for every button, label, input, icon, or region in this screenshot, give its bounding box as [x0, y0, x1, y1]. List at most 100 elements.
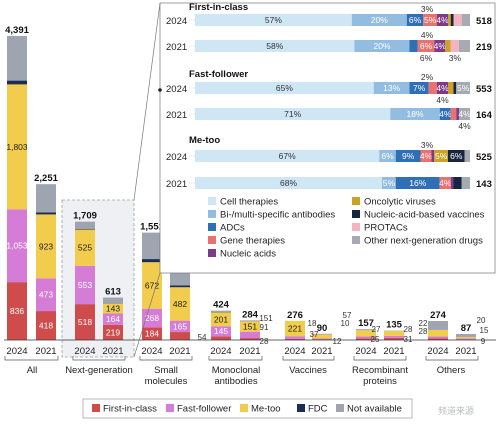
inset-section-title-fast-follower: Fast-follower: [189, 69, 248, 80]
inset-total-fast-follower-2024: 553: [476, 84, 492, 95]
inset-bar-me-too-2024-oncolytic-viruses: [434, 150, 448, 162]
connector-dot: [158, 88, 162, 92]
highlight-box-next-generation: [61, 199, 135, 358]
bar-label-small-molecules-2021-fast-follower: 165: [173, 321, 187, 331]
inset-legend-swatch-gene-therapies: [208, 236, 216, 244]
inset-below-label: 4%: [436, 95, 449, 105]
inset-section-title-me-too: Me-too: [189, 135, 220, 146]
legend-swatch-fast-follower: [166, 404, 174, 412]
group-bracket-vaccines: [282, 356, 335, 361]
inset-legend-label-other-next-generation-drugs: Other next-generation drugs: [364, 236, 483, 247]
inset-legend-swatch-other-next-generation-drugs: [352, 236, 360, 244]
year-label-monoclonal-antibodies-2021: 2021: [239, 346, 260, 357]
connector-line-bottom: [133, 272, 161, 358]
total-monoclonal-antibodies-2024: 424: [213, 300, 230, 311]
year-label-recombinant-proteins-2024: 2024: [355, 346, 376, 357]
watermark: 频道来源: [438, 406, 475, 416]
inset-bar-label-first-in-class-2024-adcs: 6%: [409, 15, 422, 25]
outside-bar-label: 28: [404, 325, 413, 334]
bar-others-2024-not-available: [428, 321, 448, 330]
inset-legend-label-nucleic-acids: Nucleic acids: [220, 249, 276, 260]
bar-monoclonal-antibodies-2024-fast-follower: [211, 326, 231, 337]
inset-section-title-first-in-class: First-in-class: [189, 2, 248, 13]
year-label-monoclonal-antibodies-2024: 2024: [210, 346, 231, 357]
group-label-small-molecules: molecules: [145, 376, 188, 387]
total-recombinant-proteins-2024: 157: [358, 318, 374, 329]
legend-label-first-in-class: First-in-class: [103, 404, 157, 415]
inset-bar-me-too-2024-bi-multi-specific-antibodies: [379, 150, 396, 162]
inset-bar-me-too-2021-bi-multi-specific-antibodies: [382, 177, 396, 189]
bar-recombinant-proteins-2021-fast-follower: [384, 335, 404, 338]
bar-monoclonal-antibodies-2021-fast-follower: [240, 331, 260, 339]
connector-line-top: [133, 2, 161, 201]
inset-bar-fast-follower-2024-nucleic-acid-based-vaccines: [453, 82, 457, 94]
year-label-all-2021: 2021: [35, 346, 56, 357]
inset-above-label: 3%: [421, 140, 434, 150]
inset-bar-label-first-in-class-2024-bi-multi-specific-antibodies: 20%: [371, 15, 388, 25]
bar-label-all-2024-me-too: 1,803: [6, 142, 28, 152]
bar-all-2021-me-too: [36, 214, 56, 279]
inset-legend-swatch-adcs: [208, 223, 216, 231]
inset-bar-fast-follower-2024-adcs: [409, 82, 429, 94]
year-label-others-2021: 2021: [455, 346, 476, 357]
year-label-vaccines-2021: 2021: [311, 346, 332, 357]
inset-bar-label-fast-follower-2021-adcs: 4%: [439, 109, 452, 119]
year-label-recombinant-proteins-2021: 2021: [383, 346, 404, 357]
bar-monoclonal-antibodies-2021-me-too: [240, 321, 260, 332]
bar-recombinant-proteins-2024-first-in-class: [356, 338, 376, 340]
group-bracket-recombinant-proteins: [353, 356, 407, 361]
bar-label-all-2024-fast-follower: 1,053: [6, 241, 28, 251]
bar-small-molecules-2024-me-too: [142, 262, 162, 309]
bar-label-monoclonal-antibodies-2021-me-too: 151: [243, 322, 257, 332]
group-label-monoclonal-antibodies: Monoclonal: [212, 365, 261, 376]
inset-bar-first-in-class-2024-cell-therapies: [195, 14, 352, 26]
group-label-small-molecules: Small: [154, 365, 178, 376]
inset-bar-label-me-too-2024-cell-therapies: 67%: [279, 151, 296, 161]
bar-small-molecules-2021-fast-follower: [170, 320, 190, 333]
inset-bar-label-me-too-2024-oncolytic-viruses: 5%: [435, 151, 448, 161]
bar-monoclonal-antibodies-2021-not-available: [240, 320, 260, 322]
bar-monoclonal-antibodies-2024-first-in-class: [211, 336, 231, 340]
inset-bar-fast-follower-2024-cell-therapies: [195, 82, 374, 94]
bar-next-generation-2021-first-in-class: [103, 324, 123, 340]
bar-all-2024-fast-follower: [7, 209, 27, 283]
inset-year-fast-follower-2024: 2024: [166, 84, 187, 95]
group-label-recombinant-proteins: proteins: [363, 376, 397, 387]
inset-bar-label-first-in-class-2021-bi-multi-specific-antibodies: 20%: [373, 41, 390, 51]
inset-year-me-too-2024: 2024: [166, 152, 187, 163]
bar-small-molecules-2021-first-in-class: [170, 332, 190, 340]
bar-recombinant-proteins-2024-fast-follower: [356, 336, 376, 339]
total-next-generation-2021: 613: [105, 287, 121, 298]
inset-bar-label-fast-follower-2021-bi-multi-specific-antibodies: 18%: [406, 109, 423, 119]
inset-above-label: 3%: [421, 4, 434, 14]
inset-bar-fast-follower-2021-gene-therapies: [450, 108, 457, 120]
inset-bar-label-me-too-2021-cell-therapies: 68%: [280, 178, 297, 188]
inset-bar-fast-follower-2021-bi-multi-specific-antibodies: [390, 108, 440, 120]
group-bracket-all: [4, 356, 59, 361]
bar-label-small-molecules-2024-me-too: 672: [145, 280, 159, 290]
bar-recombinant-proteins-2024-not-available: [356, 329, 376, 331]
legend-label-fast-follower: Fast-follower: [177, 404, 231, 415]
bar-recombinant-proteins-2021-me-too: [384, 331, 404, 336]
bar-all-2024-fdc: [7, 80, 27, 85]
inset-legend-swatch-protacs: [352, 223, 360, 231]
year-label-next-generation-2021: 2021: [102, 346, 123, 357]
total-others-2024: 274: [430, 310, 447, 321]
inset-bar-me-too-2024-gene-therapies: [420, 150, 432, 162]
inset-bar-me-too-2021-gene-therapies: [439, 177, 451, 189]
bar-all-2024-me-too: [7, 84, 27, 210]
inset-legend-swatch-oncolytic-viruses: [352, 197, 360, 205]
bar-next-generation-2021-not-available: [103, 297, 123, 304]
inset-bar-label-first-in-class-2021-nucleic-acids: 4%: [434, 41, 447, 51]
bar-all-2021-not-available: [36, 184, 56, 213]
group-bracket-monoclonal-antibodies: [208, 356, 263, 361]
total-next-generation-2024: 1,709: [73, 211, 97, 222]
inset-bar-label-fast-follower-2024-bi-multi-specific-antibodies: 13%: [383, 83, 400, 93]
inset-above-label: 2%: [421, 72, 434, 82]
bar-label-monoclonal-antibodies-2024-me-too: 201: [214, 314, 228, 324]
inset-legend-label-bi-multi-specific-antibodies: Bi-/multi-specific antibodies: [220, 210, 335, 221]
inset-legend-label-cell-therapies: Cell therapies: [220, 197, 278, 208]
inset-bar-me-too-2021-cell-therapies: [195, 177, 382, 189]
inset-bar-me-too-2021-other-next-generation-drugs: [461, 177, 470, 189]
